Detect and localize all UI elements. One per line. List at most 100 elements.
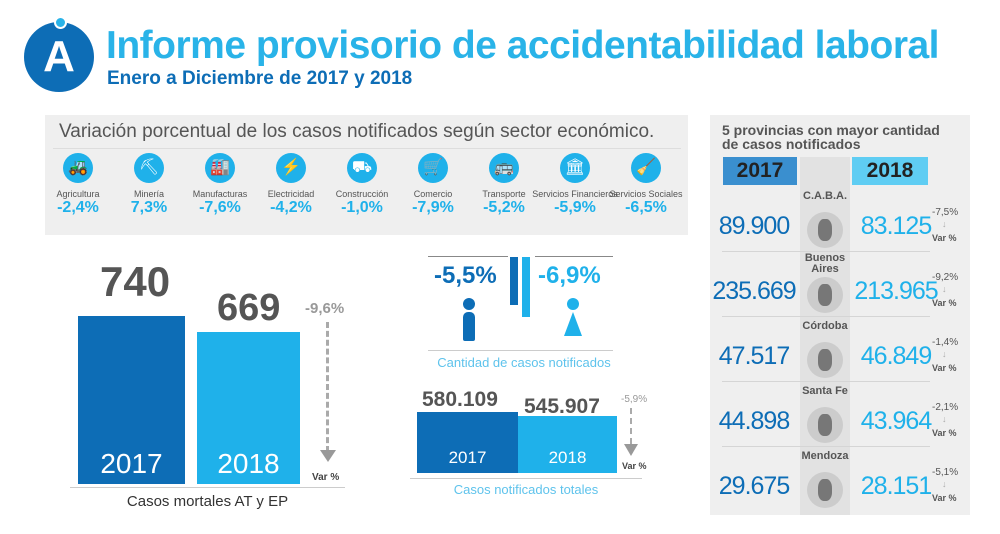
header-2018: 2018 bbox=[852, 157, 928, 185]
mortal-2017-value: 740 bbox=[100, 258, 171, 305]
province-name: Mendoza bbox=[801, 450, 849, 462]
sector-item: 🚜 Agricultura -2,4% bbox=[33, 153, 123, 217]
province-row: Buenos Aires 235.669 213.965 -9,2% ↓ Var % bbox=[710, 252, 970, 317]
sector-value: -2,4% bbox=[57, 199, 99, 216]
sector-value: -5,9% bbox=[554, 199, 596, 216]
provinces-title: 5 provincias con mayor cantidad de casos … bbox=[722, 123, 940, 151]
bank-icon: 🏛 bbox=[560, 153, 590, 183]
province-row: Córdoba 47.517 46.849 -1,4% ↓ Var % bbox=[710, 317, 970, 382]
bar-label: 2017 bbox=[448, 448, 487, 467]
sector-label: Transporte bbox=[482, 189, 526, 199]
province-map-icon bbox=[807, 342, 843, 378]
var-label: Var % bbox=[932, 298, 957, 308]
bar-total-2017: 2017 bbox=[417, 412, 518, 473]
page-title: Informe provisorio de accidentabilidad l… bbox=[106, 24, 940, 67]
divider bbox=[53, 148, 681, 149]
arrow-down-icon bbox=[326, 322, 329, 452]
province-map-icon bbox=[807, 407, 843, 443]
sector-item: 🛒 Comercio -7,9% bbox=[388, 153, 478, 217]
mortal-2018-value: 669 bbox=[217, 287, 281, 329]
var-label: Var % bbox=[932, 363, 957, 373]
provinces-panel: 5 provincias con mayor cantidad de casos … bbox=[710, 115, 970, 515]
sector-value: -4,2% bbox=[270, 199, 312, 216]
sector-label: Minería bbox=[133, 189, 164, 199]
bar-total-2018: 2018 bbox=[518, 415, 617, 473]
sector-label: Servicios Financieros bbox=[532, 189, 618, 199]
province-row: C.A.B.A. 89.900 83.125 -7,5% ↓ Var % bbox=[710, 187, 970, 252]
sector-panel-title: Variación porcentual de los casos notifi… bbox=[59, 121, 655, 142]
sector-panel: Variación porcentual de los casos notifi… bbox=[45, 115, 688, 235]
divider bbox=[535, 256, 613, 257]
province-name: Buenos Aires bbox=[804, 252, 846, 275]
arrow-down-icon: ↓ bbox=[942, 349, 947, 359]
divider bbox=[722, 381, 930, 382]
sector-value: -6,5% bbox=[625, 199, 667, 216]
value-2018: 83.125 bbox=[860, 212, 932, 240]
sector-value: -7,9% bbox=[412, 199, 454, 216]
divider bbox=[722, 251, 930, 252]
province-row: Mendoza 29.675 28.151 -5,1% ↓ Var % bbox=[710, 447, 970, 512]
gender-caption: Cantidad de casos notificados bbox=[437, 355, 611, 370]
var-label: Var % bbox=[932, 493, 957, 503]
male-icon bbox=[462, 298, 476, 342]
arrow-down-icon: ↓ bbox=[942, 479, 947, 489]
lightning-icon: ⚡ bbox=[276, 153, 306, 183]
oil-pump-icon: ⛏ bbox=[134, 153, 164, 183]
sector-label: Comercio bbox=[413, 189, 453, 199]
value-2017: 89.900 bbox=[718, 212, 790, 240]
cleaning-icon: 🧹 bbox=[631, 153, 661, 183]
province-name: C.A.B.A. bbox=[803, 190, 847, 202]
title-line: 5 provincias con mayor cantidad bbox=[722, 122, 940, 138]
sector-item: 🏭 Manufacturas -7,6% bbox=[175, 153, 265, 217]
bar-label: 2018 bbox=[548, 447, 587, 467]
value-2017: 44.898 bbox=[718, 407, 790, 435]
arrowhead-icon bbox=[624, 444, 638, 456]
female-bar bbox=[522, 257, 530, 317]
province-row: Santa Fe 44.898 43.964 -2,1% ↓ Var % bbox=[710, 382, 970, 447]
male-bar bbox=[510, 257, 518, 305]
var-label: Var % bbox=[312, 472, 340, 483]
sector-item: 🧹 Servicios Sociales -6,5% bbox=[601, 153, 691, 217]
province-map-icon bbox=[807, 472, 843, 508]
province-map-icon bbox=[807, 212, 843, 248]
province-variation: -7,5% bbox=[932, 207, 959, 218]
arrowhead-icon bbox=[320, 450, 336, 462]
sector-value: -7,6% bbox=[199, 199, 241, 216]
sector-label: Electricidad bbox=[267, 189, 315, 199]
sector-value: -5,2% bbox=[483, 199, 525, 216]
title-line: de casos notificados bbox=[722, 136, 861, 152]
bar-label: 2018 bbox=[217, 447, 280, 479]
bar-mortal-2017: 2017 bbox=[78, 316, 185, 484]
province-name: Córdoba bbox=[802, 320, 848, 332]
divider bbox=[70, 487, 345, 488]
male-variation: -5,5% bbox=[434, 262, 497, 289]
divider bbox=[722, 446, 930, 447]
bar-mortal-2018: 2018 bbox=[197, 332, 300, 484]
female-variation: -6,9% bbox=[538, 262, 601, 289]
value-2018: 213.965 bbox=[854, 277, 938, 305]
arrow-down-icon: ↓ bbox=[942, 219, 947, 229]
sector-label: Manufacturas bbox=[192, 189, 248, 199]
total-variation: -5,9% bbox=[621, 394, 648, 405]
sector-item: ⚡ Electricidad -4,2% bbox=[246, 153, 336, 217]
bar-label: 2017 bbox=[100, 448, 163, 479]
var-label: Var % bbox=[622, 461, 647, 471]
arrow-down-icon: ↓ bbox=[942, 284, 947, 294]
sector-item: 🏛 Servicios Financieros -5,9% bbox=[530, 153, 620, 217]
value-2018: 43.964 bbox=[860, 407, 932, 435]
province-variation: -2,1% bbox=[932, 402, 959, 413]
bus-icon: 🚌 bbox=[489, 153, 519, 183]
divider bbox=[428, 256, 508, 257]
divider bbox=[428, 350, 613, 351]
province-map-icon bbox=[807, 277, 843, 313]
arrow-down-icon: ↓ bbox=[942, 414, 947, 424]
total-2017-value: 580.109 bbox=[422, 388, 498, 411]
mortal-caption: Casos mortales AT y EP bbox=[126, 493, 289, 510]
province-name: Santa Fe bbox=[802, 385, 848, 397]
divider bbox=[722, 316, 930, 317]
total-2018-value: 545.907 bbox=[524, 395, 600, 418]
arrow-down-icon bbox=[630, 408, 632, 444]
value-2017: 47.517 bbox=[718, 342, 790, 370]
page-subtitle: Enero a Diciembre de 2017 y 2018 bbox=[107, 68, 413, 89]
logo: A bbox=[24, 16, 94, 92]
